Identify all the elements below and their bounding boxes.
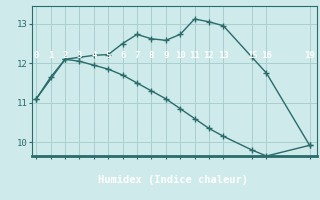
- Text: 5: 5: [106, 51, 111, 60]
- Text: 12: 12: [204, 51, 214, 60]
- Text: 6: 6: [120, 51, 125, 60]
- Text: 1: 1: [48, 51, 53, 60]
- Text: 7: 7: [134, 51, 140, 60]
- Text: Humidex (Indice chaleur): Humidex (Indice chaleur): [98, 175, 248, 185]
- Text: 15: 15: [247, 51, 258, 60]
- Text: 8: 8: [149, 51, 154, 60]
- Text: 10: 10: [175, 51, 186, 60]
- Text: 13: 13: [218, 51, 229, 60]
- Text: 19: 19: [304, 51, 315, 60]
- Text: 16: 16: [261, 51, 272, 60]
- Text: 0: 0: [34, 51, 39, 60]
- Text: 9: 9: [163, 51, 168, 60]
- Text: 3: 3: [77, 51, 82, 60]
- Text: 4: 4: [91, 51, 97, 60]
- Text: 11: 11: [189, 51, 200, 60]
- Text: 2: 2: [62, 51, 68, 60]
